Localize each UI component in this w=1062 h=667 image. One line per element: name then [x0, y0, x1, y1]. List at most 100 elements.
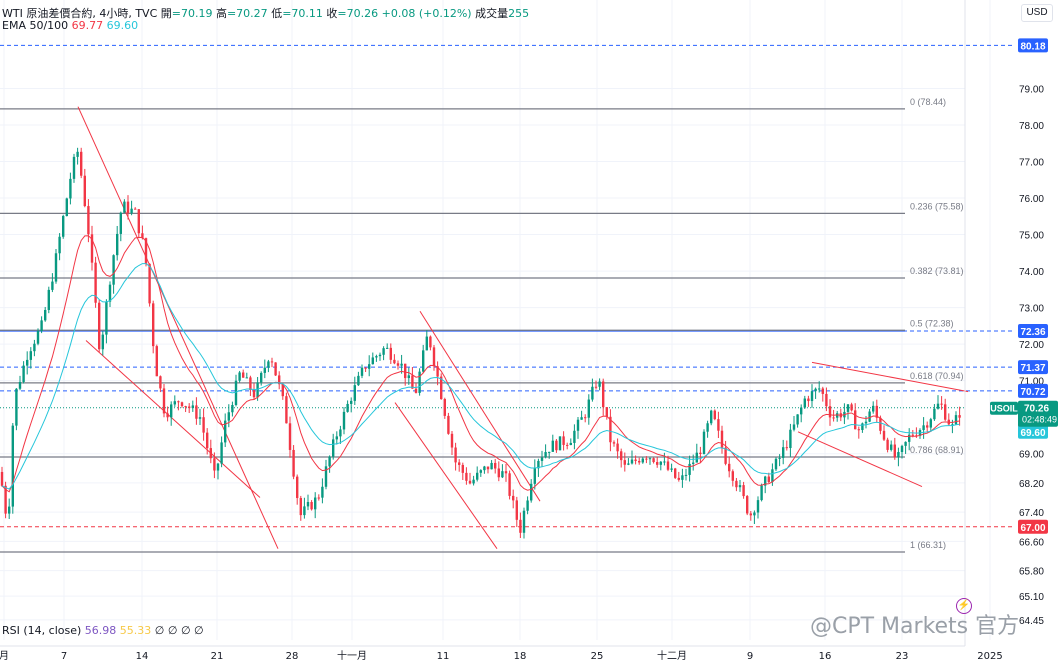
candle-body [339, 429, 342, 437]
candle-body [713, 410, 716, 420]
candle-body [371, 357, 374, 365]
candle-body [58, 236, 61, 254]
candle-body [310, 501, 313, 510]
candle-body [422, 350, 425, 372]
close-value: =70.26 [337, 7, 379, 20]
price-badge [1018, 424, 1048, 439]
candle-body [670, 468, 673, 470]
candle-body [65, 198, 68, 217]
candle-body [483, 466, 486, 471]
symbol-legend[interactable]: WTI 原油差價合約, 4小時, TVC 開=70.19 高=70.27 低=7… [2, 7, 530, 20]
candle-body [357, 375, 360, 386]
candle-body [486, 466, 490, 470]
candle-body [656, 462, 659, 465]
candle-body [512, 495, 515, 501]
price-tick-label: 66.60 [1019, 537, 1044, 548]
candle-body [177, 401, 180, 403]
candles [0, 147, 961, 539]
candle-body [710, 410, 713, 424]
ema-legend[interactable]: EMA 50/100 69.77 69.60 [2, 19, 138, 32]
candle-body [342, 411, 346, 430]
candle-body [324, 466, 328, 487]
candle-body [659, 461, 662, 465]
change-value: +0.08 (+0.12%) [381, 7, 472, 20]
candle-body [454, 447, 457, 463]
rsi-legend[interactable]: RSI (14, close) 56.98 55.33 ∅ ∅ ∅ ∅ [2, 624, 204, 637]
candle-body [677, 477, 680, 480]
candle-body [353, 385, 356, 401]
candle-body [90, 234, 94, 263]
candle-body [897, 452, 900, 458]
candle-body [612, 442, 616, 444]
candle-body [598, 381, 601, 387]
candle-body [778, 457, 781, 459]
candle-body [198, 417, 202, 419]
candle-body [350, 400, 353, 404]
candle-body [141, 233, 144, 239]
trend-line [797, 431, 923, 488]
candle-body [904, 441, 907, 446]
candle-body [530, 483, 533, 501]
price-badge-label: 72.36 [1020, 327, 1045, 338]
price-tick-label: 78.00 [1019, 121, 1044, 132]
candle-body [386, 347, 389, 349]
candle-body [346, 403, 349, 412]
candle-body [119, 212, 122, 234]
candle-body [854, 410, 857, 430]
candle-body [674, 468, 677, 478]
candle-body [533, 468, 536, 484]
price-badge-label: 71.37 [1020, 363, 1045, 374]
fib-label: 0.786 (68.91) [910, 445, 964, 455]
lightning-icon[interactable]: ⚡ [956, 598, 972, 614]
candle-body [209, 448, 212, 459]
candle-body [216, 463, 220, 471]
countdown-label: 02:48:49 [1022, 415, 1057, 425]
candle-body [936, 403, 940, 409]
candle-body [641, 458, 644, 463]
candle-body [299, 498, 302, 516]
candle-body [126, 201, 130, 214]
candle-body [306, 501, 310, 507]
candle-body [458, 462, 461, 465]
candle-body [717, 419, 720, 431]
time-tick-label: 18 [514, 651, 527, 662]
candle-body [378, 354, 382, 357]
candle-body [756, 500, 760, 513]
time-axis[interactable]: 月 7 14 21 28 十一月 11 18 25 十二月 9 16 23 2025 [0, 645, 1003, 662]
candle-body [702, 431, 706, 455]
price-tick-label: 65.80 [1019, 567, 1044, 578]
candle-body [116, 233, 119, 256]
candle-body [4, 485, 7, 514]
candle-body [436, 366, 439, 377]
price-badge [1018, 519, 1048, 534]
candle-body [587, 399, 590, 418]
candle-body [648, 458, 652, 460]
fib-label: 0.382 (73.81) [910, 266, 964, 276]
candle-body [926, 425, 929, 428]
candle-body [494, 462, 497, 469]
candle-body [868, 411, 871, 422]
price-tick-label: 64.45 [1019, 616, 1044, 627]
candle-body [846, 404, 850, 412]
price-tick-label: 69.00 [1019, 450, 1044, 461]
candle-body [951, 424, 954, 426]
candle-body [663, 461, 666, 463]
candle-body [580, 417, 583, 420]
candle-body [328, 456, 331, 467]
candle-body [425, 336, 428, 351]
price-tick-label: 75.00 [1019, 231, 1044, 242]
candle-body [508, 473, 511, 496]
price-badge-label: 69.60 [1020, 428, 1045, 439]
candle-body [616, 443, 619, 452]
price-axis[interactable]: 79.00 78.00 77.00 76.00 75.00 74.00 73.00 72.00… [964, 0, 1044, 646]
currency-button[interactable]: USD [1021, 4, 1053, 22]
candle-body [47, 289, 50, 310]
candle-body [749, 513, 752, 516]
candle-body [807, 398, 810, 402]
candle-body [191, 405, 194, 409]
trend-lines [77, 106, 969, 549]
candle-body [537, 460, 540, 469]
candle-body [666, 461, 670, 470]
candle-body [170, 404, 173, 418]
